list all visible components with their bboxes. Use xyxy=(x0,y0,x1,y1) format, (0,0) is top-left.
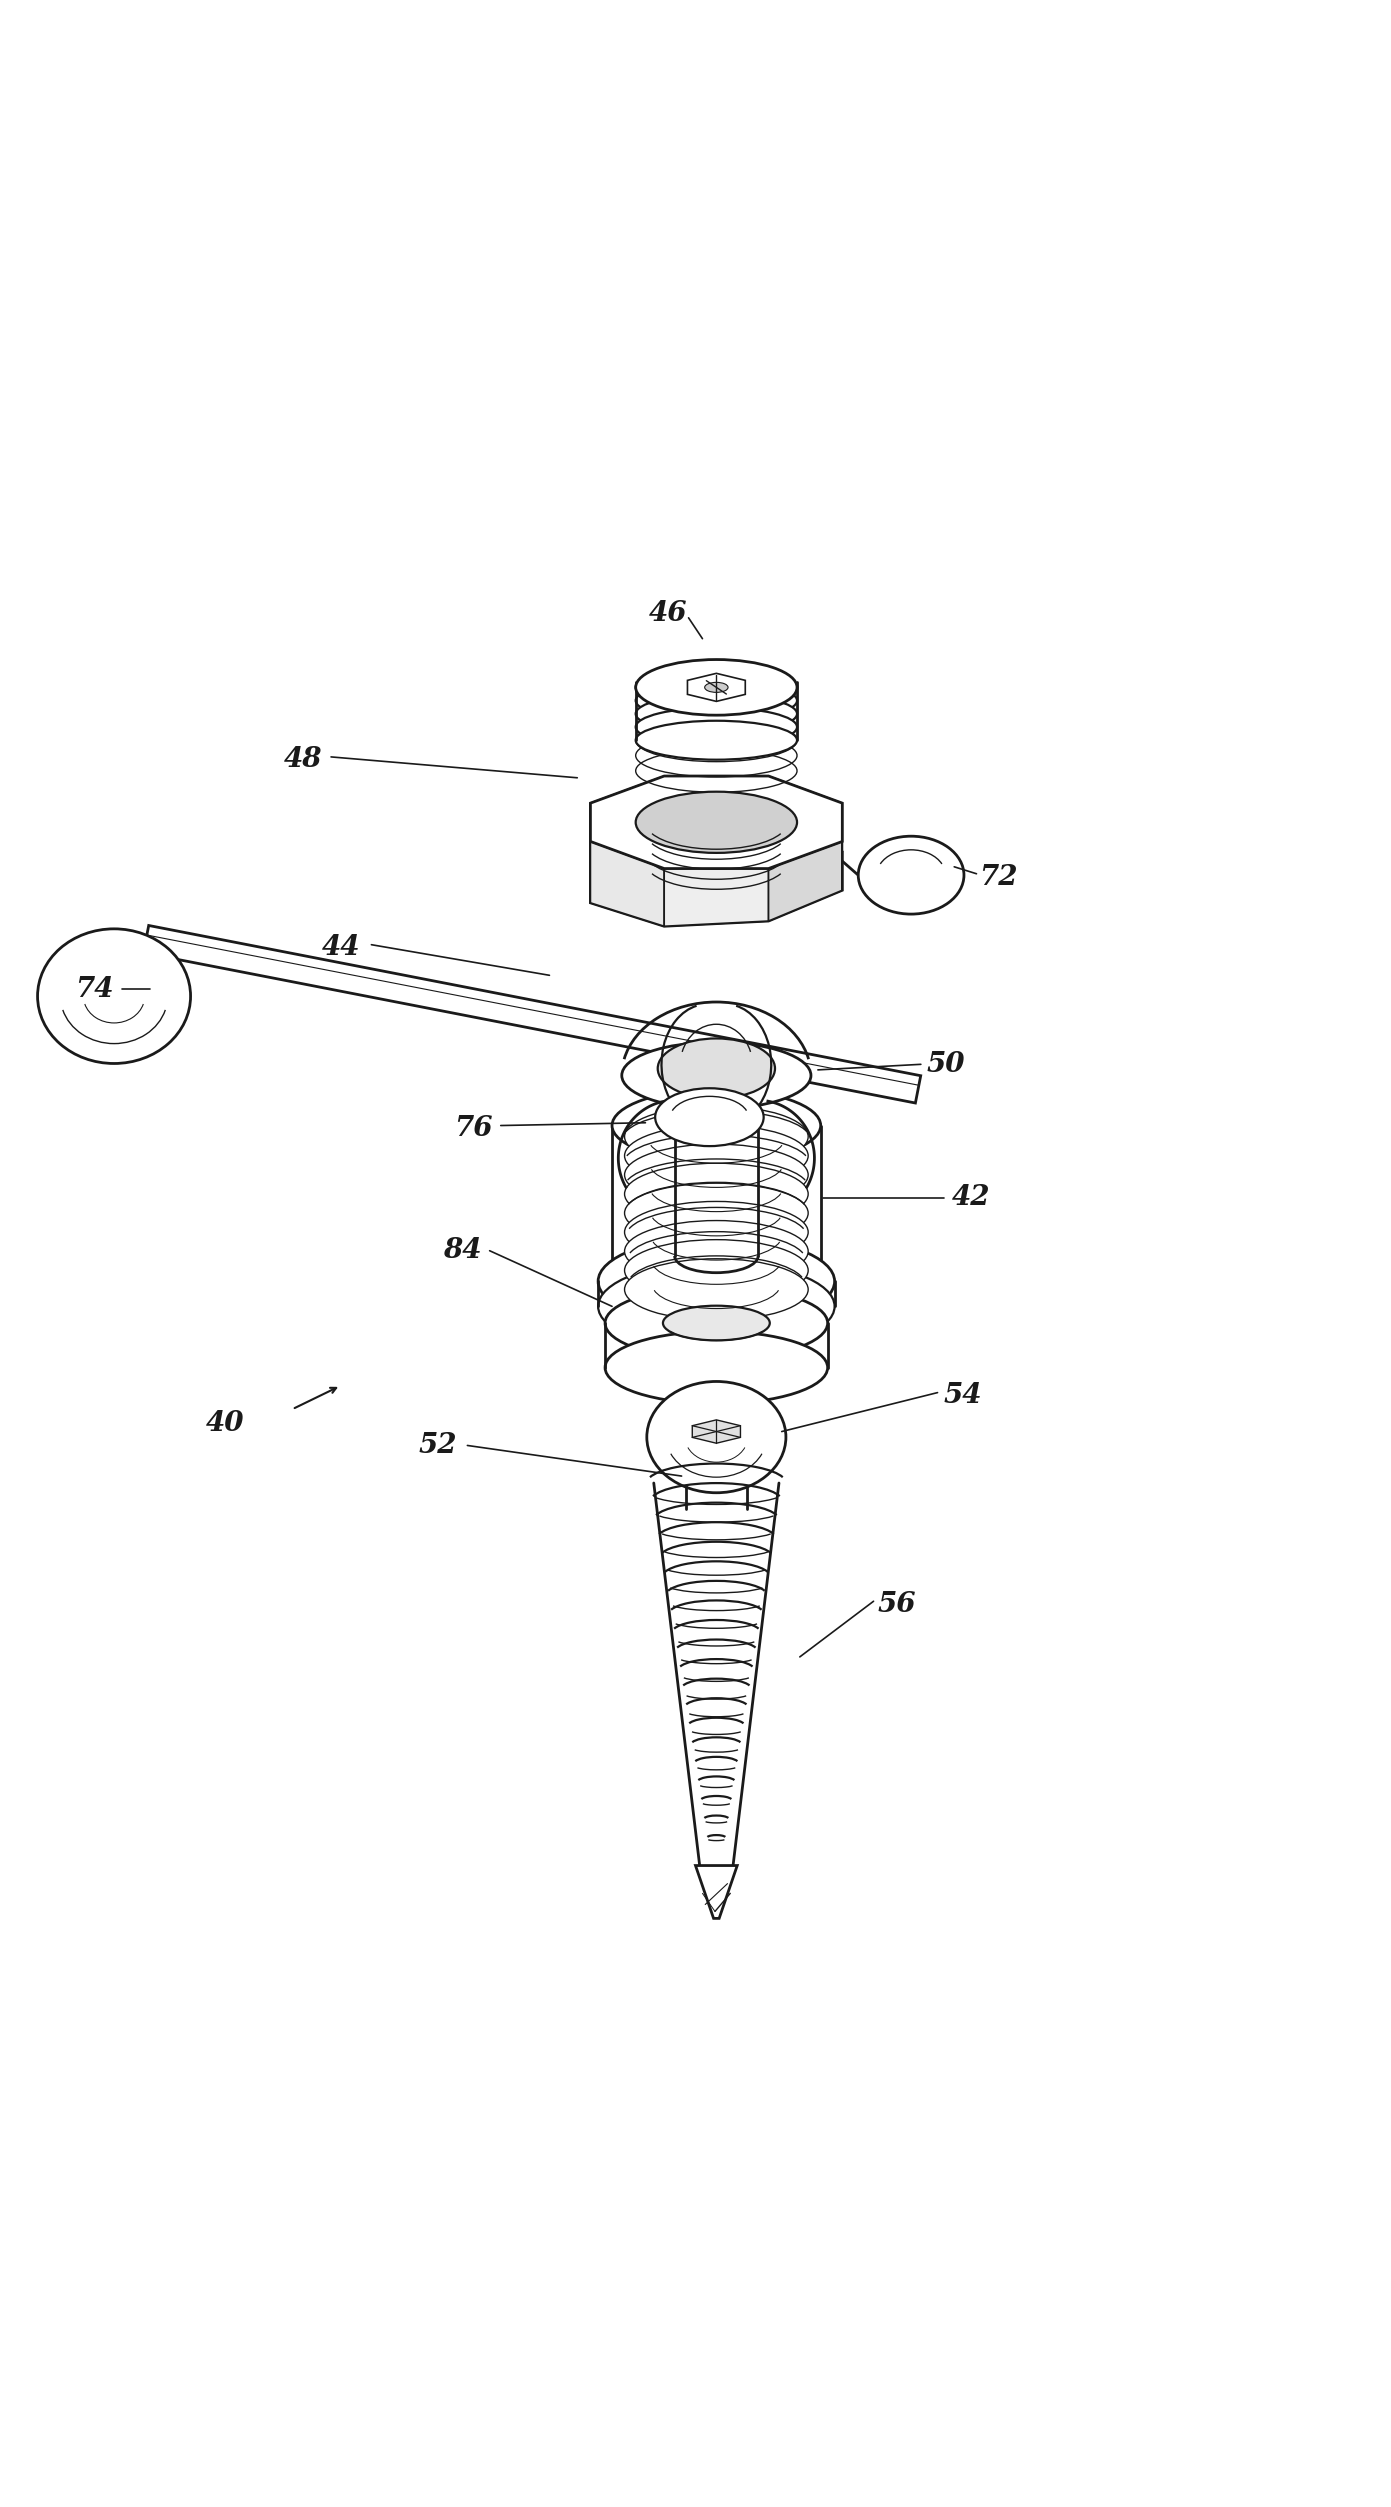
Ellipse shape xyxy=(625,1221,808,1281)
Ellipse shape xyxy=(612,1091,821,1161)
Polygon shape xyxy=(687,674,746,702)
Ellipse shape xyxy=(636,682,797,720)
Ellipse shape xyxy=(625,1126,808,1186)
Text: 46: 46 xyxy=(648,599,687,627)
Text: 52: 52 xyxy=(419,1431,458,1459)
Text: 72: 72 xyxy=(979,865,1018,892)
Ellipse shape xyxy=(605,1286,828,1359)
Polygon shape xyxy=(143,925,921,1103)
Ellipse shape xyxy=(625,1238,808,1301)
Ellipse shape xyxy=(625,1143,808,1206)
Text: 76: 76 xyxy=(453,1116,492,1141)
Polygon shape xyxy=(769,777,843,852)
Polygon shape xyxy=(636,679,797,740)
Text: 54: 54 xyxy=(943,1381,982,1409)
Text: 56: 56 xyxy=(878,1589,917,1617)
Ellipse shape xyxy=(636,694,797,732)
Polygon shape xyxy=(664,867,769,925)
Polygon shape xyxy=(612,1126,821,1284)
Ellipse shape xyxy=(636,659,797,714)
Text: 50: 50 xyxy=(926,1050,965,1078)
Text: 40: 40 xyxy=(206,1409,245,1437)
Ellipse shape xyxy=(625,1163,808,1226)
Ellipse shape xyxy=(658,1038,775,1098)
Ellipse shape xyxy=(38,928,191,1063)
Ellipse shape xyxy=(636,792,797,852)
Ellipse shape xyxy=(622,1043,811,1108)
Ellipse shape xyxy=(636,707,797,747)
Polygon shape xyxy=(769,842,843,920)
Polygon shape xyxy=(590,777,664,865)
Text: 48: 48 xyxy=(284,747,323,772)
Polygon shape xyxy=(645,1484,787,1810)
Text: 74: 74 xyxy=(75,975,114,1003)
Ellipse shape xyxy=(598,1236,835,1326)
Text: 44: 44 xyxy=(321,935,360,960)
Ellipse shape xyxy=(636,667,797,707)
Polygon shape xyxy=(590,827,843,925)
Polygon shape xyxy=(590,842,664,925)
Text: 42: 42 xyxy=(951,1183,990,1211)
Ellipse shape xyxy=(598,1261,835,1351)
Ellipse shape xyxy=(625,1201,808,1264)
Polygon shape xyxy=(693,1419,740,1444)
Ellipse shape xyxy=(625,1106,808,1168)
Polygon shape xyxy=(696,1865,737,1918)
Polygon shape xyxy=(664,777,769,835)
Ellipse shape xyxy=(625,1183,808,1243)
Ellipse shape xyxy=(605,1331,828,1404)
Ellipse shape xyxy=(625,1259,808,1321)
Text: 84: 84 xyxy=(442,1238,481,1264)
Ellipse shape xyxy=(705,682,727,692)
Ellipse shape xyxy=(647,1381,786,1492)
Ellipse shape xyxy=(858,837,964,915)
Polygon shape xyxy=(590,777,843,867)
Ellipse shape xyxy=(664,1306,769,1341)
Ellipse shape xyxy=(636,720,797,760)
Ellipse shape xyxy=(655,1088,764,1146)
